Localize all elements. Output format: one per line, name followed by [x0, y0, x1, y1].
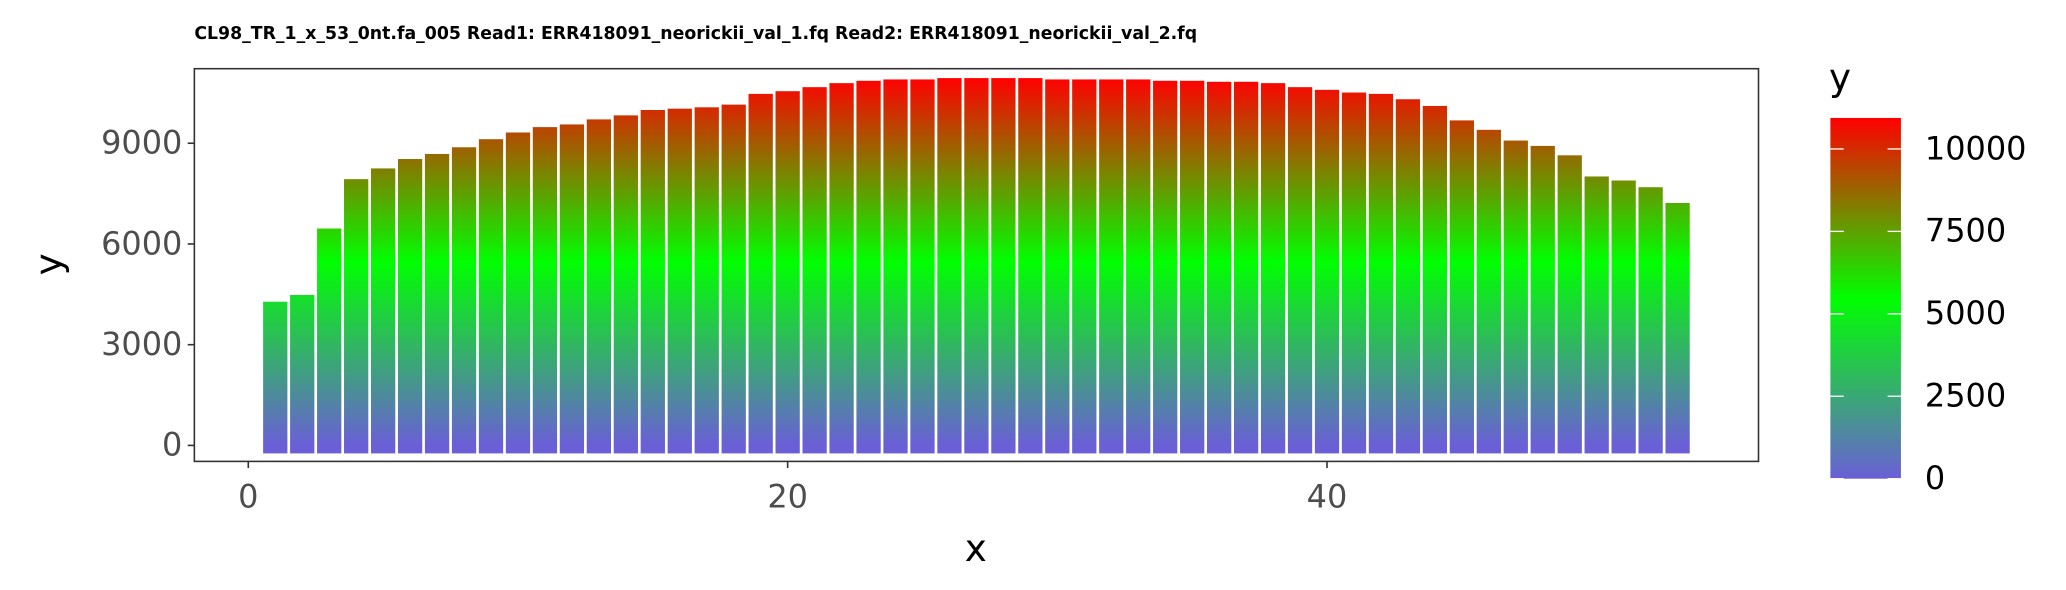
x-tick-label: 20 [767, 478, 808, 516]
bar [1422, 105, 1448, 454]
bar [937, 78, 962, 454]
bar [370, 168, 396, 454]
bar [1584, 176, 1609, 454]
bar [1099, 79, 1124, 454]
bar [1072, 79, 1097, 454]
bar [1260, 83, 1286, 454]
bar [532, 127, 558, 454]
bar [1665, 203, 1690, 454]
plot-area [193, 67, 1760, 463]
x-tick-label: 40 [1307, 478, 1348, 516]
y-tick-label: 6000 [101, 224, 182, 262]
y-tick-label: 0 [162, 426, 182, 464]
bar [397, 159, 423, 454]
bar [290, 294, 315, 454]
x-axis-title: x [965, 526, 987, 570]
bar [748, 93, 773, 454]
y-tick-label: 3000 [101, 325, 182, 363]
chart-title: CL98_TR_1_x_53_0nt.fa_005 Read1: ERR4180… [194, 24, 1197, 44]
bar [1395, 99, 1421, 454]
bar [1557, 155, 1582, 454]
y-axis-title: y [26, 253, 70, 275]
bar [478, 139, 504, 454]
bar [559, 124, 585, 454]
bar [829, 83, 854, 454]
colorbar [1830, 117, 1901, 479]
bar [1180, 80, 1205, 454]
bar [1314, 89, 1340, 454]
x-tick-label: 0 [238, 478, 258, 516]
bar [1368, 93, 1394, 454]
bar [1476, 129, 1501, 454]
legend-label: 0 [1925, 459, 1945, 497]
bar [1045, 79, 1070, 454]
bar [613, 115, 638, 454]
bar [1611, 180, 1636, 454]
bar [424, 153, 450, 454]
bar [694, 107, 719, 454]
bar [1503, 140, 1528, 454]
bar [667, 108, 692, 454]
bar [802, 87, 827, 454]
bar [1287, 87, 1313, 454]
legend-label: 10000 [1925, 129, 2027, 167]
bar [1018, 78, 1043, 454]
bar [1530, 145, 1555, 454]
bar [1341, 92, 1367, 454]
legend-label: 7500 [1925, 212, 2006, 250]
bar [317, 228, 342, 454]
bar [1449, 120, 1474, 454]
panel-border [193, 67, 1760, 463]
bar [856, 80, 881, 454]
bar [775, 91, 800, 454]
bar [344, 179, 369, 454]
bar [1207, 81, 1232, 454]
bar [586, 119, 612, 454]
y-tick-label: 9000 [101, 124, 182, 162]
bar [721, 104, 746, 454]
bar [263, 301, 288, 454]
legend-label: 2500 [1925, 377, 2006, 415]
bar [1638, 187, 1663, 454]
bar [991, 78, 1016, 454]
bar [1233, 81, 1259, 454]
bar [1126, 79, 1151, 454]
bar [910, 79, 935, 454]
bar [883, 79, 908, 454]
bar [505, 132, 531, 454]
legend-label: 5000 [1925, 294, 2006, 332]
bar [964, 78, 989, 454]
bar [640, 109, 665, 454]
bar [451, 147, 477, 454]
legend-title: y [1829, 55, 1851, 99]
bar [1153, 80, 1178, 454]
